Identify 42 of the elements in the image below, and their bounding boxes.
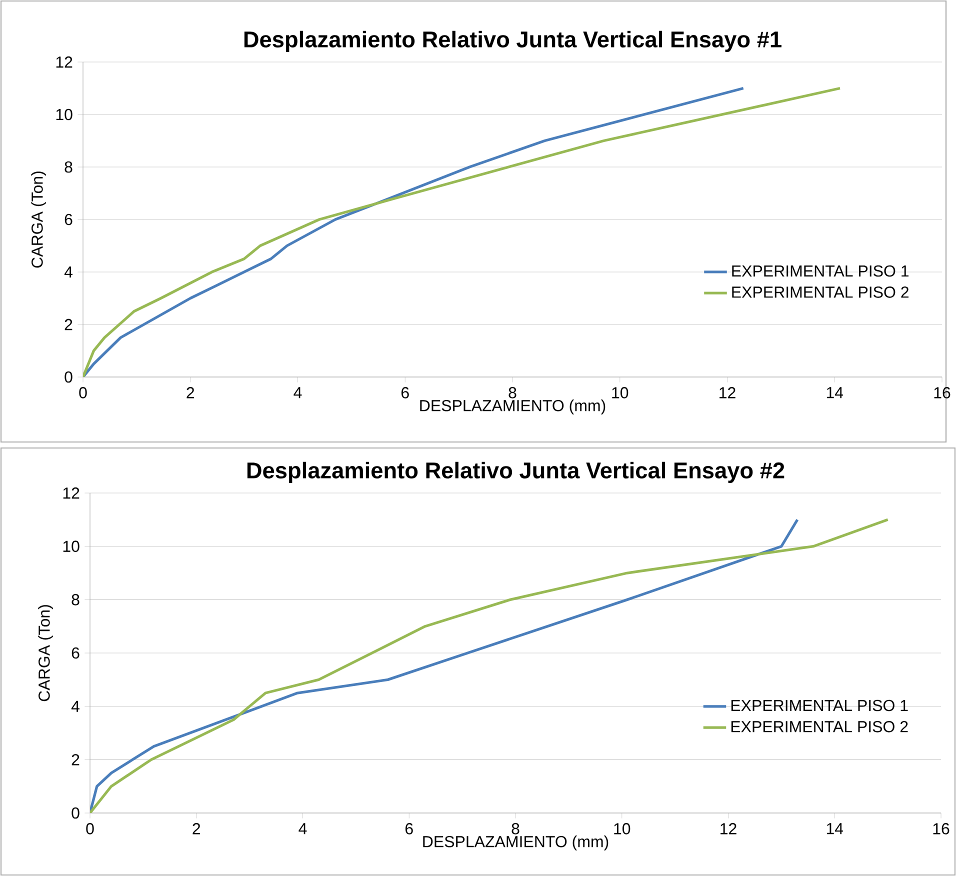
x-tick-label: 10 [614,823,630,834]
x-tick-label: 6 [401,387,409,398]
x-tick-label: 0 [79,387,87,398]
y-tick-label: 0 [64,371,72,383]
x-tick-label: 16 [933,823,950,834]
x-tick-label: 16 [934,387,950,398]
x-tick-label: 2 [192,823,200,834]
y-tick-label: 6 [72,647,80,659]
x-tick-label: 14 [826,387,844,398]
x-tick-label: 4 [298,823,307,834]
x-tick-label: 0 [86,823,94,834]
x-tick-label: 12 [720,387,736,398]
chart-title: Desplazamiento Relativo Junta Vertical Ensayo #2 [247,462,784,483]
legend-label: EXPERIMENTAL PISO 2 [732,286,908,298]
y-tick-label: 8 [72,594,80,606]
y-tick-label: 0 [72,807,80,819]
x-tick-label: 12 [720,823,736,834]
y-tick-label: 12 [56,56,72,68]
x-tick-label: 8 [512,823,520,834]
y-tick-label: 10 [56,108,72,120]
x-tick-label: 2 [186,387,194,398]
y-tick-label: 2 [64,318,72,330]
y-tick-label: 8 [64,161,72,173]
legend-label: EXPERIMENTAL PISO 1 [732,265,909,277]
y-tick-label: 10 [63,540,80,552]
x-axis-title: DESPLAZAMIENTO (mm) [420,400,606,414]
x-tick-label: 8 [508,387,516,398]
x-tick-label: 4 [294,387,302,398]
legend-label: EXPERIMENTAL PISO 2 [731,721,908,732]
x-tick-label: 10 [612,387,628,398]
x-tick-label: 6 [405,823,413,834]
y-axis-title: CARGA (Ton) [31,172,46,268]
x-axis-title: DESPLAZAMIENTO (mm) [423,836,608,850]
legend-label: EXPERIMENTAL PISO 1 [731,700,908,712]
y-tick-label: 12 [63,487,80,499]
y-tick-label: 4 [71,700,80,712]
y-tick-label: 6 [64,214,72,226]
x-tick-label: 14 [826,823,844,834]
y-tick-label: 2 [72,754,80,766]
chart-title: Desplazamiento Relativo Junta Vertical Ensayo #1 [244,30,782,52]
y-axis-title: CARGA (Ton) [38,605,53,702]
y-tick-label: 4 [64,266,72,278]
